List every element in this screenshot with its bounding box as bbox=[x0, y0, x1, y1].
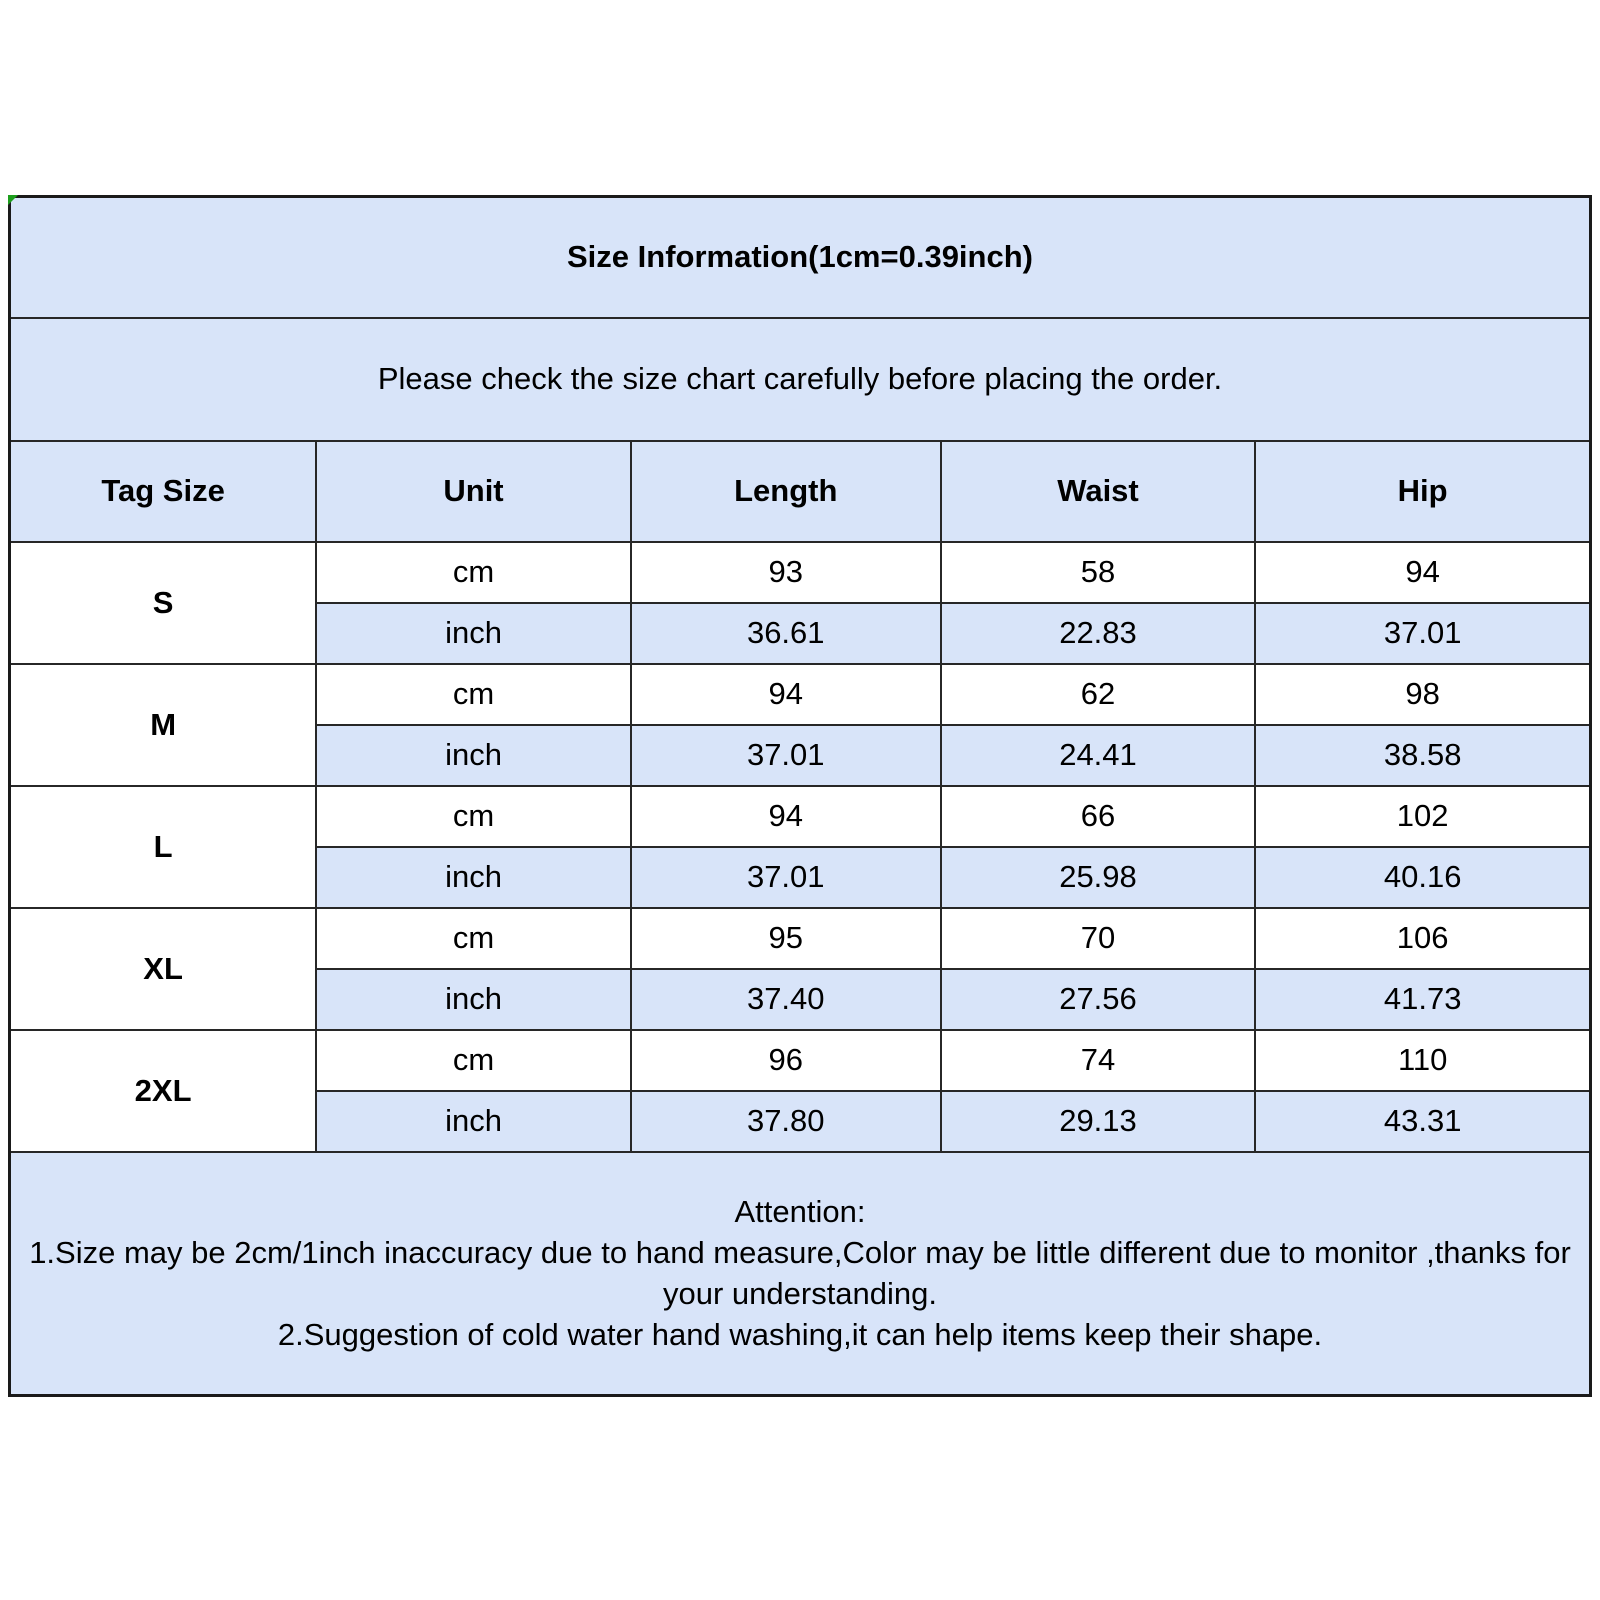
size-cell-m: M bbox=[8, 662, 318, 787]
size-cell-l: L bbox=[8, 784, 318, 909]
header-cell-length: Length bbox=[629, 439, 942, 543]
header-cell-tag-size: Tag Size bbox=[8, 439, 318, 543]
attention-heading: Attention: bbox=[734, 1194, 866, 1230]
table-row: inch 37.80 29.13 43.31 bbox=[10, 1089, 1592, 1153]
header-cell-waist: Waist bbox=[939, 439, 1257, 543]
value-cell: 106 bbox=[1254, 906, 1592, 970]
value-cell: 40.16 bbox=[1254, 845, 1592, 909]
value-cell: 94 bbox=[629, 662, 942, 726]
page-subtitle: Please check the size chart carefully be… bbox=[8, 316, 1592, 442]
value-cell: 58 bbox=[939, 540, 1257, 604]
title-row: Size Information(1cm=0.39inch) bbox=[8, 195, 1592, 319]
value-cell: 95 bbox=[629, 906, 942, 970]
value-cell: 22.83 bbox=[939, 601, 1257, 665]
unit-cell: inch bbox=[315, 723, 632, 787]
value-cell: 25.98 bbox=[939, 845, 1257, 909]
unit-cell: inch bbox=[315, 1089, 632, 1153]
value-cell: 27.56 bbox=[939, 967, 1257, 1031]
header-row: Tag Size Unit Length Waist Hip bbox=[8, 439, 1592, 543]
attention-notes: Attention: 1.Size may be 2cm/1inch inacc… bbox=[8, 1150, 1592, 1397]
value-cell: 41.73 bbox=[1254, 967, 1592, 1031]
value-cell: 74 bbox=[939, 1028, 1257, 1092]
value-cell: 37.80 bbox=[629, 1089, 942, 1153]
table-row: inch 36.61 22.83 37.01 bbox=[10, 601, 1592, 665]
value-cell: 37.01 bbox=[1254, 601, 1592, 665]
unit-cell: inch bbox=[315, 601, 632, 665]
value-cell: 110 bbox=[1254, 1028, 1592, 1092]
notes-row: Attention: 1.Size may be 2cm/1inch inacc… bbox=[8, 1150, 1592, 1397]
value-cell: 96 bbox=[629, 1028, 942, 1092]
table-row: inch 37.01 24.41 38.58 bbox=[10, 723, 1592, 787]
unit-cell: inch bbox=[315, 967, 632, 1031]
table-row: XL cm 95 70 106 bbox=[8, 906, 1592, 1031]
table-row: 2XL cm 96 74 110 bbox=[8, 1028, 1592, 1153]
value-cell: 62 bbox=[939, 662, 1257, 726]
size-cell-2xl: 2XL bbox=[8, 1028, 318, 1153]
unit-cell: cm bbox=[315, 1028, 632, 1092]
value-cell: 43.31 bbox=[1254, 1089, 1592, 1153]
size-cell-s: S bbox=[8, 540, 318, 665]
unit-cell: cm bbox=[315, 662, 632, 726]
table-row: L cm 94 66 102 bbox=[8, 784, 1592, 909]
value-cell: 36.61 bbox=[629, 601, 942, 665]
value-cell: 37.01 bbox=[629, 723, 942, 787]
table-row: inch 37.01 25.98 40.16 bbox=[10, 845, 1592, 909]
sheet-corner-marker-icon bbox=[8, 195, 18, 205]
value-cell: 102 bbox=[1254, 784, 1592, 848]
unit-cell: inch bbox=[315, 845, 632, 909]
size-cell-xl: XL bbox=[8, 906, 318, 1031]
value-cell: 24.41 bbox=[939, 723, 1257, 787]
value-cell: 98 bbox=[1254, 662, 1592, 726]
value-cell: 93 bbox=[629, 540, 942, 604]
unit-cell: cm bbox=[315, 906, 632, 970]
header-cell-hip: Hip bbox=[1254, 439, 1592, 543]
value-cell: 29.13 bbox=[939, 1089, 1257, 1153]
size-chart-sheet: Size Information(1cm=0.39inch) Please ch… bbox=[8, 195, 1592, 1397]
subtitle-row: Please check the size chart carefully be… bbox=[8, 316, 1592, 442]
attention-note-2: 2.Suggestion of cold water hand washing,… bbox=[277, 1317, 1323, 1353]
value-cell: 94 bbox=[1254, 540, 1592, 604]
page-title: Size Information(1cm=0.39inch) bbox=[8, 195, 1592, 319]
value-cell: 38.58 bbox=[1254, 723, 1592, 787]
value-cell: 70 bbox=[939, 906, 1257, 970]
table-row: S cm 93 58 94 bbox=[8, 540, 1592, 665]
value-cell: 94 bbox=[629, 784, 942, 848]
unit-cell: cm bbox=[315, 540, 632, 604]
table-row: M cm 94 62 98 bbox=[8, 662, 1592, 787]
value-cell: 37.40 bbox=[629, 967, 942, 1031]
value-cell: 37.01 bbox=[629, 845, 942, 909]
unit-cell: cm bbox=[315, 784, 632, 848]
attention-note-1: 1.Size may be 2cm/1inch inaccuracy due t… bbox=[29, 1235, 1571, 1312]
size-chart-table: Size Information(1cm=0.39inch) Please ch… bbox=[8, 195, 1592, 1397]
value-cell: 66 bbox=[939, 784, 1257, 848]
header-cell-unit: Unit bbox=[315, 439, 632, 543]
table-row: inch 37.40 27.56 41.73 bbox=[10, 967, 1592, 1031]
